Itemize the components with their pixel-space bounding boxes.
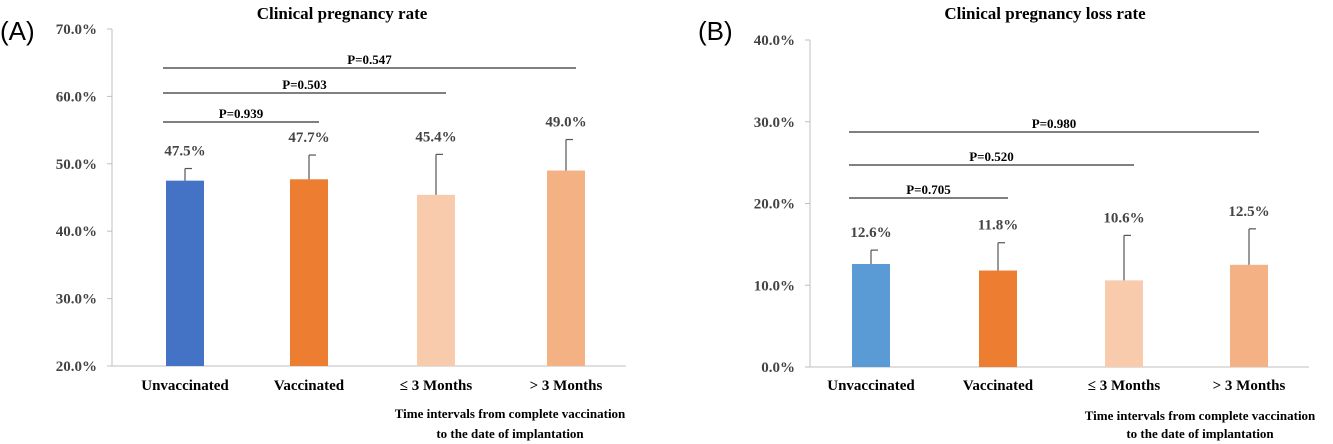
panel-a-category-label: Vaccinated — [274, 378, 345, 394]
panel-a-y-tick-label: 70.0% — [56, 22, 97, 38]
panel-b-y-tick-label: 20.0% — [754, 197, 795, 213]
panel-b-p-value: P=0.520 — [969, 149, 1014, 164]
panel-a-bar — [417, 194, 455, 366]
panel-a-data-label: 45.4% — [415, 129, 456, 145]
panel-a-data-label: 49.0% — [545, 115, 586, 131]
panel-b-p-value: P=0.705 — [906, 182, 951, 197]
panel-a-data-label: 47.5% — [164, 144, 205, 160]
panel-b-bar — [979, 270, 1017, 367]
panel-b-x-axis-title: Time intervals from complete vaccination — [1085, 408, 1316, 423]
panel-b-x-axis-title: to the date of implantation — [1126, 426, 1274, 441]
panel-a-bar — [547, 170, 585, 366]
panel-a-title: Clinical pregnancy rate — [257, 4, 428, 23]
panel-b-data-label: 11.8% — [978, 218, 1018, 234]
panel-b-data-label: 12.5% — [1228, 204, 1269, 220]
panel-b-y-tick-label: 30.0% — [754, 115, 795, 131]
panel-b-category-label: ≤ 3 Months — [1088, 378, 1161, 394]
panel-a-data-label: 47.7% — [288, 130, 329, 146]
panel-a-x-axis-title: to the date of implantation — [436, 426, 584, 441]
panel-a-y-tick-label: 20.0% — [56, 359, 97, 375]
panel-a-category-label: Unvaccinated — [141, 378, 229, 394]
panel-b-data-label: 10.6% — [1103, 210, 1144, 226]
panel-b-data-label: 12.6% — [850, 225, 891, 241]
panel-b-label: (B) — [698, 16, 733, 46]
panel-a-category-label: > 3 Months — [530, 378, 603, 394]
panel-a-x-axis-title: Time intervals from complete vaccination — [395, 406, 626, 421]
panel-b-p-value: P=0.980 — [1032, 116, 1077, 131]
panel-b-category-label: > 3 Months — [1213, 378, 1286, 394]
panel-a-y-tick-label: 50.0% — [56, 157, 97, 173]
panel-b-y-tick-label: 40.0% — [754, 33, 795, 49]
panel-b-bar — [1230, 264, 1268, 367]
panel-a-bar — [166, 180, 204, 366]
panel-a-label: (A) — [0, 16, 35, 46]
panel-a-y-tick-label: 30.0% — [56, 292, 97, 308]
panel-a-p-value: P=0.503 — [282, 77, 327, 92]
panel-a-y-tick-label: 40.0% — [56, 224, 97, 240]
panel-b-y-tick-label: 0.0% — [761, 360, 795, 376]
panel-b-category-label: Vaccinated — [963, 378, 1034, 394]
panel-b-bar — [1105, 280, 1143, 367]
panel-a-p-value: P=0.939 — [219, 106, 264, 121]
panel-a-p-value: P=0.547 — [347, 52, 392, 67]
panel-b-y-tick-label: 10.0% — [754, 278, 795, 294]
panel-b-bar — [852, 263, 890, 367]
panel-a-bar — [290, 179, 328, 366]
panel-a-y-tick-label: 60.0% — [56, 89, 97, 105]
panel-b-title: Clinical pregnancy loss rate — [944, 4, 1146, 23]
panel-b-category-label: Unvaccinated — [827, 378, 915, 394]
panel-a-category-label: ≤ 3 Months — [400, 378, 473, 394]
